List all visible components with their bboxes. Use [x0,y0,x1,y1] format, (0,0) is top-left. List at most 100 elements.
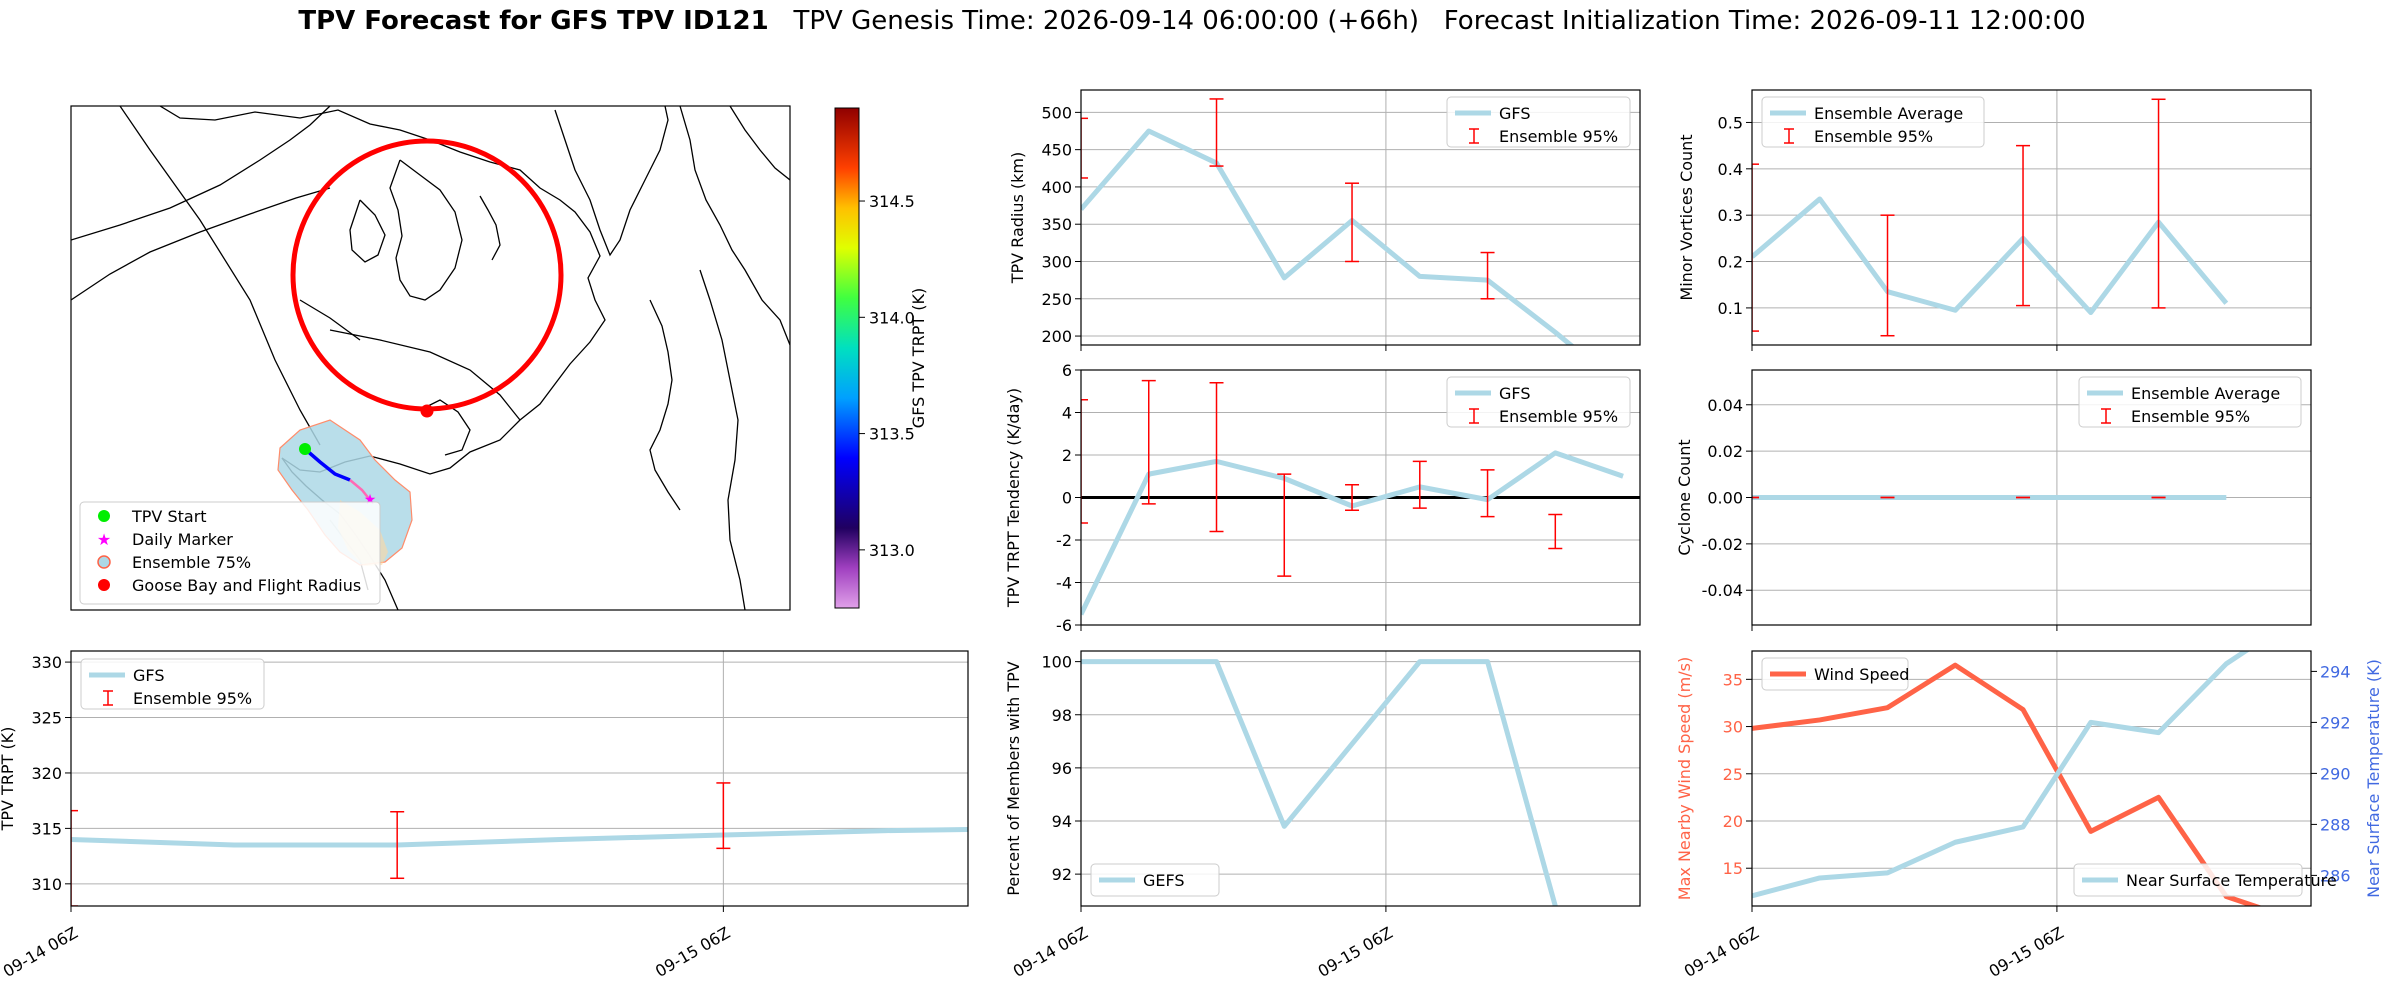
chart-cyclone-legend-0: Ensemble Average Ensemble 95% [2078,376,2302,428]
chart-radius-plot-area [1081,98,1575,345]
chart-members-legend-0-box [1090,863,1220,897]
chart-minor-errorbar-3 [2151,98,2166,309]
chart-wind-ytick-right-label-4: 294 [2320,662,2351,681]
chart-members-legend-series-0-label: GEFS [1143,871,1185,890]
chart-tendency-legend-errorbar-label: Ensemble 95% [1499,407,1618,426]
chart-radius-ylabel: TPV Radius (km) [1008,152,1027,285]
map-legend: TPV Start ★ Daily Marker Ensemble 75% Go… [79,501,381,605]
chart-trpt-frame [70,650,969,907]
chart-radius-ytick-label-0: 200 [1041,327,1072,346]
chart-minor-ytick-label-4: 0.5 [1718,113,1743,132]
chart-tendency-legend-0-box [1446,376,1631,428]
chart-members-plot-area [1081,659,1558,906]
figure-title: TPV Forecast for GFS TPV ID121 TPV Genes… [0,6,2384,36]
chart-trpt-legend-errorbar-icon [103,690,113,706]
chart-radius-ytick-label-5: 450 [1041,141,1072,160]
chart-tendency-errorbar-3 [1277,473,1292,577]
chart-cyclone-ytick-label-1: -0.02 [1702,535,1743,554]
chart-trpt: 310 315 320 325 330 09-14 06Z 09-15 06Z TPV TRP… [0,650,1057,981]
chart-minor-errorbar-0 [1752,163,1759,332]
chart-radius-legend-0: GFS Ensemble 95% [1446,96,1631,148]
chart-cyclone-legend-0-box [2078,376,2302,428]
chart-trpt-errorbar-3 [1043,668,1057,739]
colorbar: 313.0 313.5 314.0 314.5 GFS TPV TRPT (K) [834,107,928,609]
chart-cyclone: -0.04 -0.02 0.00 0.02 0.04 Cyclone Count Ensem… [1675,369,2312,631]
chart-radius-ytick-label-2: 300 [1041,252,1072,271]
chart-trpt-legend-0: GFS Ensemble 95% [80,658,265,710]
chart-minor-ytick-label-3: 0.4 [1718,160,1743,179]
chart-radius-ytick-label-6: 500 [1041,103,1072,122]
chart-tendency-errorbar-2 [1209,382,1224,533]
legend-daily-marker: Daily Marker [132,530,233,549]
chart-wind-ytick-label-2: 25 [1723,765,1743,784]
chart-tendency-errorbar-1 [1141,379,1156,505]
chart-radius-frame [1080,89,1641,346]
chart-wind-legend-0-box [1761,657,1909,691]
chart-radius-legend-series-0-label: GFS [1499,104,1530,123]
chart-minor-frame [1751,89,2312,346]
chart-trpt-plot-area [71,668,1057,906]
title-tpv-id: TPV Forecast for GFS TPV ID121 [298,6,769,36]
chart-tendency-errorbar-6 [1480,469,1495,518]
title-init: Forecast Initialization Time: 2026-09-11… [1443,6,2086,36]
legend-ensemble-75-icon [97,555,111,569]
chart-radius: 200 250 300 350 400 450 500 TPV Radius (km) GFS E… [1008,89,1641,351]
chart-members-series-0 [1081,659,1558,906]
chart-trpt-errorbar-2 [716,782,731,850]
chart-tendency: -6 -4 -2 0 2 4 6 TPV TRPT Tendency (K/day) GFS En… [1004,361,1641,635]
chart-cyclone-ylabel: Cyclone Count [1675,439,1694,555]
colorbar-gradient [834,107,860,609]
chart-tendency-ytick-label-2: -2 [1056,531,1072,550]
chart-radius-errorbar-2 [1345,182,1360,263]
chart-tendency-frame [1080,369,1641,626]
chart-radius-errorbar-3 [1480,251,1495,300]
tpv-start-marker [299,443,311,455]
chart-radius-errorbar-1 [1209,98,1224,167]
legend-tpv-start-icon [98,510,110,522]
chart-wind-legend-series-1-label: Near Surface Temperature [2126,871,2337,890]
chart-wind-ylabel: Max Nearby Wind Speed (m/s) [1675,657,1694,900]
chart-minor-errorbar-1 [1880,214,1895,337]
legend-daily-marker-icon: ★ [97,530,111,549]
chart-tendency-errorbar-5 [1412,460,1427,509]
chart-tendency-errorbar-0 [1081,399,1088,524]
tpv-track [303,447,351,482]
chart-wind-series-1 [1752,651,2251,899]
chart-members: 92 94 96 98 100 09-14 06Z 09-15 06Z Percent of … [1004,650,1641,981]
chart-radius-legend-0-box [1446,96,1631,148]
chart-members-ytick-label-2: 96 [1052,759,1072,778]
chart-radius-legend-errorbar-icon [1469,128,1479,144]
chart-trpt-legend-errorbar-label: Ensemble 95% [133,689,252,708]
chart-minor-series-0 [1752,196,2229,316]
legend-tpv-start: TPV Start [131,507,207,526]
chart-trpt-legend-series-0-label: GFS [133,666,164,685]
map-legend-box [79,501,381,605]
chart-members-ytick-label-3: 98 [1052,706,1072,725]
chart-minor-ytick-label-1: 0.2 [1718,253,1743,272]
chart-trpt-ytick-label-3: 325 [31,709,62,728]
chart-members-ytick-label-1: 94 [1052,812,1072,831]
chart-minor-errorbar-2 [2016,144,2031,307]
chart-minor-ylabel: Minor Vortices Count [1677,134,1696,300]
colorbar-label: GFS TPV TRPT (K) [909,288,928,428]
chart-trpt-xtick-label-0: 09-14 06Z [0,923,81,981]
chart-minor-legend-0-box [1761,96,1985,148]
chart-wind-ytick-label-4: 35 [1723,670,1743,689]
chart-tendency-errorbar-7 [1548,513,1563,550]
chart-wind-ytick-label-3: 30 [1723,718,1743,737]
legend-ensemble-75: Ensemble 75% [132,553,251,572]
chart-cyclone-ytick-label-4: 0.04 [1707,396,1743,415]
chart-tendency-ytick-label-1: -4 [1056,574,1072,593]
chart-cyclone-ytick-label-3: 0.02 [1707,442,1743,461]
coastlines [71,106,790,610]
chart-radius-errorbar-0 [1081,117,1088,179]
chart-members-xtick-label-1: 09-15 06Z [1315,923,1396,981]
chart-cyclone-frame [1751,369,2312,626]
colorbar-tick-label-2: 314.0 [869,308,915,327]
chart-minor-legend-errorbar-label: Ensemble 95% [1814,127,1933,146]
chart-tendency-ylabel: TPV TRPT Tendency (K/day) [1004,388,1023,608]
chart-wind-xtick-label-0: 09-14 06Z [1681,923,1762,981]
chart-tendency-ytick-label-6: 6 [1062,361,1072,380]
